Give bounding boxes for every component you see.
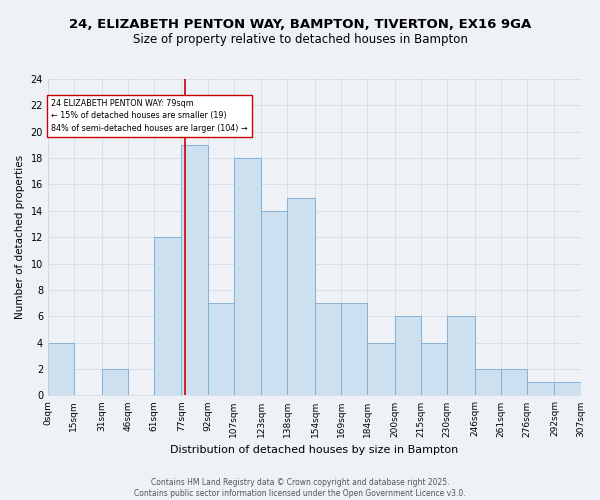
Bar [101, 369, 128, 396]
Text: Size of property relative to detached houses in Bampton: Size of property relative to detached ho… [133, 32, 467, 46]
Bar [500, 369, 527, 396]
Text: 24, ELIZABETH PENTON WAY, BAMPTON, TIVERTON, EX16 9GA: 24, ELIZABETH PENTON WAY, BAMPTON, TIVER… [69, 18, 531, 30]
Bar [208, 303, 233, 396]
Bar [181, 145, 208, 396]
Bar [421, 342, 447, 396]
Text: Contains HM Land Registry data © Crown copyright and database right 2025.
Contai: Contains HM Land Registry data © Crown c… [134, 478, 466, 498]
Bar [315, 303, 341, 396]
Bar [154, 237, 181, 396]
Bar [341, 303, 367, 396]
Bar [475, 369, 500, 396]
Bar [395, 316, 421, 396]
Y-axis label: Number of detached properties: Number of detached properties [15, 155, 25, 320]
Text: 24 ELIZABETH PENTON WAY: 79sqm
← 15% of detached houses are smaller (19)
84% of : 24 ELIZABETH PENTON WAY: 79sqm ← 15% of … [52, 99, 248, 133]
Bar [261, 211, 287, 396]
Bar [527, 382, 554, 396]
Bar [233, 158, 261, 396]
X-axis label: Distribution of detached houses by size in Bampton: Distribution of detached houses by size … [170, 445, 458, 455]
Bar [554, 382, 581, 396]
Bar [48, 342, 74, 396]
Bar [447, 316, 475, 396]
Bar [287, 198, 315, 396]
Bar [367, 342, 395, 396]
